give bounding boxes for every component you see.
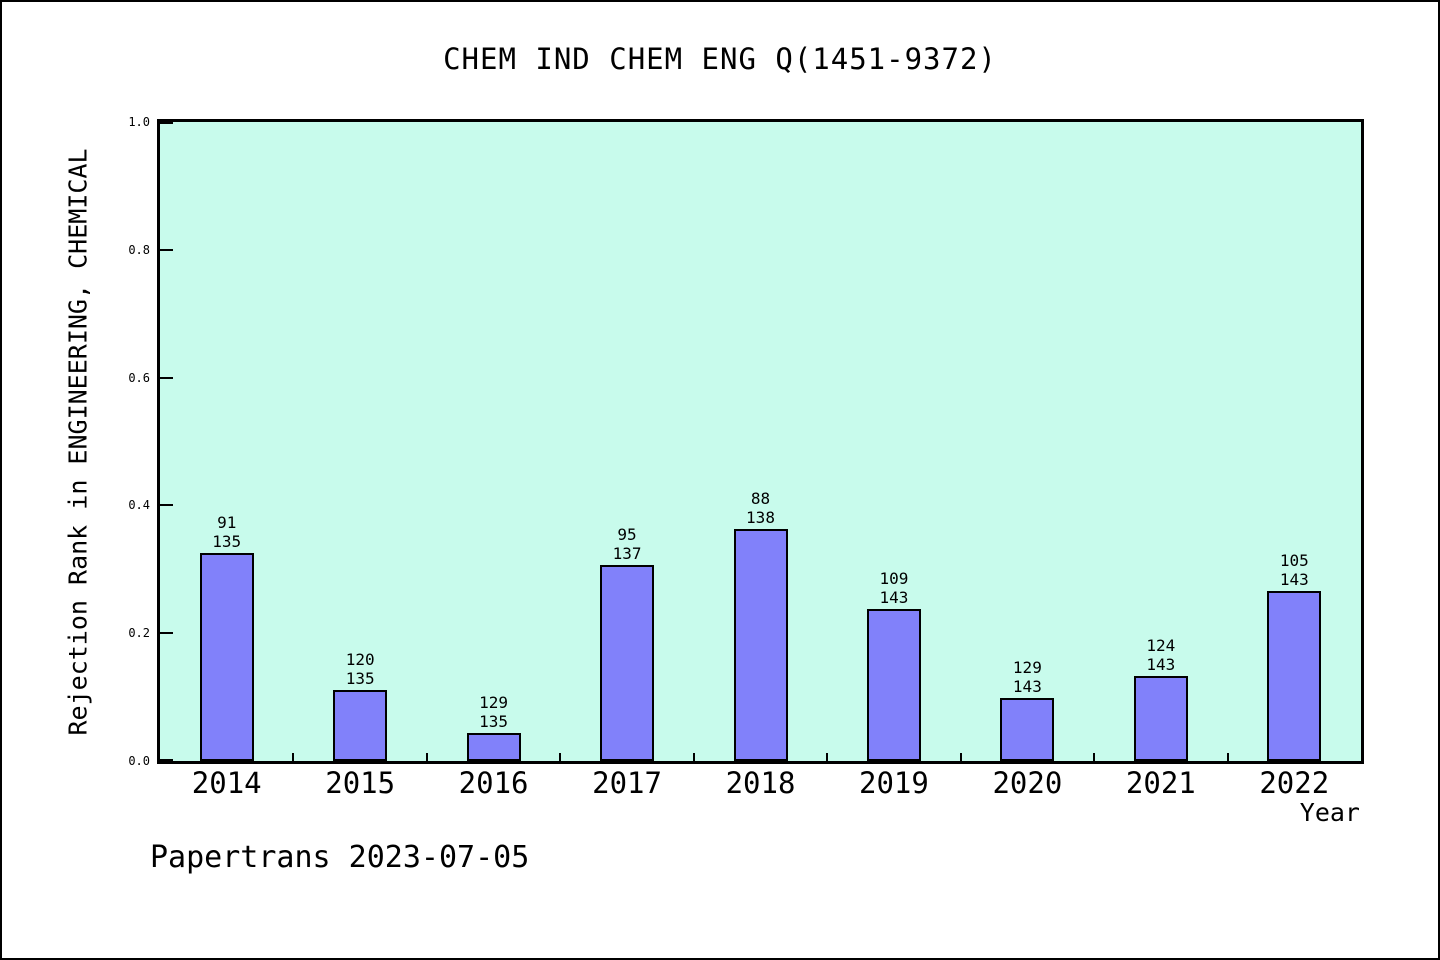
- ytick-label-0.8: 0.8: [128, 242, 150, 257]
- bar-value-label-2021: 124 143: [1146, 636, 1176, 674]
- xtick-mark: [425, 753, 428, 761]
- bar-value-label-2015: 120 135: [345, 650, 375, 688]
- xtick-mark: [826, 753, 829, 761]
- ytick-label-0.0: 0.0: [128, 754, 150, 768]
- ytick-mark: [160, 376, 173, 379]
- bar-2014: [199, 553, 254, 761]
- xtick-mark: [1226, 753, 1229, 761]
- bar-2018: [733, 529, 788, 761]
- ytick-mark: [160, 632, 173, 635]
- xtick-label-2017: 2017: [592, 766, 662, 800]
- bar-value-label-2019: 109 143: [879, 569, 909, 607]
- xtick-mark: [692, 753, 695, 761]
- bar-2017: [600, 565, 655, 761]
- xtick-mark: [959, 753, 962, 761]
- xtick-label-2018: 2018: [725, 766, 796, 800]
- xtick-mark: [1093, 753, 1096, 761]
- xtick-label-2021: 2021: [1125, 766, 1196, 800]
- ytick-mark: [160, 248, 173, 251]
- ytick-label-0.4: 0.4: [128, 498, 150, 513]
- plot-area: 91 135 120 135 129 135 95 137 88 138 109 143 1…: [157, 119, 1364, 764]
- watermark-text: Papertrans 2023-07-05: [150, 840, 530, 875]
- bar-value-label-2014: 91 135: [212, 513, 242, 551]
- ytick-mark: [160, 504, 173, 507]
- x-axis-label: Year: [1299, 798, 1360, 827]
- bar-2022: [1267, 591, 1322, 761]
- xtick-label-2020: 2020: [992, 766, 1063, 800]
- ytick-mark: [160, 759, 173, 761]
- bar-value-label-2018: 88 138: [746, 489, 775, 527]
- bar-value-label-2016: 129 135: [479, 693, 509, 731]
- xtick-label-2019: 2019: [859, 766, 929, 800]
- xtick-label-2014: 2014: [191, 766, 262, 800]
- xtick-label-2015: 2015: [325, 766, 396, 800]
- y-axis-label: Rejection Rank in ENGINEERING, CHEMICAL: [63, 148, 93, 736]
- bar-2015: [333, 690, 388, 761]
- xtick-mark: [292, 753, 295, 761]
- bar-2021: [1133, 676, 1188, 761]
- bar-value-label-2017: 95 137: [612, 525, 642, 563]
- xtick-label-2016: 2016: [458, 766, 529, 800]
- xtick-label-2022: 2022: [1259, 766, 1330, 800]
- ytick-label-0.6: 0.6: [128, 370, 150, 385]
- ytick-label-0.2: 0.2: [128, 626, 150, 641]
- bar-2016: [466, 733, 521, 761]
- xtick-mark: [559, 753, 562, 761]
- bar-2019: [866, 609, 921, 761]
- ytick-label-1.0: 1.0: [128, 115, 150, 129]
- bar-value-label-2020: 129 143: [1012, 658, 1042, 696]
- ytick-mark: [160, 122, 173, 124]
- bar-value-label-2022: 105 143: [1279, 551, 1309, 589]
- bar-2020: [1000, 698, 1055, 761]
- chart-title: CHEM IND CHEM ENG Q(1451-9372): [443, 42, 997, 76]
